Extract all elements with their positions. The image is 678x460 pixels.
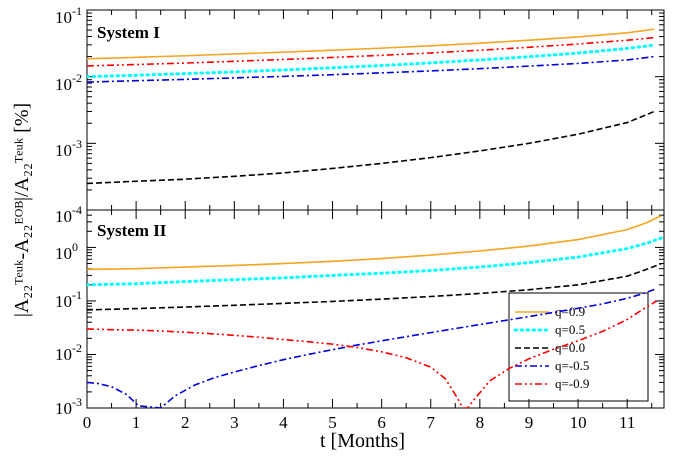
x-tick-label: 2 [181,413,190,432]
svg-text:10-3: 10-3 [55,137,82,160]
series-line-q-0.5 [87,43,656,79]
panel-2-y-tick-label: 10-2 [55,341,82,364]
panel-2-y-tick-label: 10-4 [55,203,82,226]
x-tick-label: 9 [525,413,534,432]
legend-label: q=0.0 [555,340,585,355]
panel-2-title: System II [97,221,167,240]
panel-1-series-group [87,28,656,185]
x-tick-label: 4 [279,413,288,432]
legend-label: q=-0.5 [555,358,589,373]
series-line-q-0.5 [87,236,664,287]
series-line-q-0.9 [87,28,655,60]
y-axis-label: |A₂₂ᵀᵉᵘᵏ-A₂₂ᴱᴼᴮ|/A₂₂ᵀᵉᵘᵏ [%] [11,103,33,317]
svg-text:10-2: 10-2 [55,341,82,364]
x-tick-label: 10 [570,413,587,432]
svg-text:10-4: 10-4 [55,203,82,226]
panel-1-y-tick-label: 10-3 [55,137,82,160]
svg-text:100: 100 [55,240,78,263]
series-line-q--0.5 [87,55,655,83]
x-tick-label: 6 [377,413,386,432]
series-line-q--0.9 [87,36,655,67]
panel-2-y-tick-label: 100 [55,240,78,263]
x-tick-label: 0 [83,413,92,432]
series-line-q--0.5 [87,287,657,408]
x-axis-label: t [Months] [320,430,405,452]
legend-label: q=-0.9 [555,376,589,391]
x-tick-label: 3 [230,413,239,432]
series-line-q-0.9 [87,215,662,271]
legend-label: q=0.5 [555,322,585,337]
svg-text:10-1: 10-1 [55,4,82,27]
panel-2-series-group [87,215,664,408]
svg-text:10-2: 10-2 [55,71,82,94]
series-line-q-0.0 [87,262,662,311]
svg-text:10-1: 10-1 [55,288,82,311]
panel-1-y-tick-label: 10-2 [55,71,82,94]
legend-box [508,292,649,402]
x-tick-label: 1 [132,413,141,432]
panel-2-y-tick-label: 10-3 [55,395,82,418]
panel-2-y-tick-label: 10-1 [55,288,82,311]
panel-1-y-tick-label: 10-1 [55,4,82,27]
x-tick-label: 5 [328,413,337,432]
panel-1-title: System I [97,23,160,42]
x-tick-label: 7 [426,413,435,432]
series-line-q--0.9 [87,300,658,408]
svg-text:10-3: 10-3 [55,395,82,418]
x-tick-label: 11 [619,413,635,432]
legend-label: q=0.9 [555,304,585,319]
legend: q=0.9 q=0.5 q=0.0 q=-0.5 q=-0.9 [508,292,649,402]
x-tick-label: 8 [476,413,485,432]
series-line-q-0.0 [87,110,655,185]
